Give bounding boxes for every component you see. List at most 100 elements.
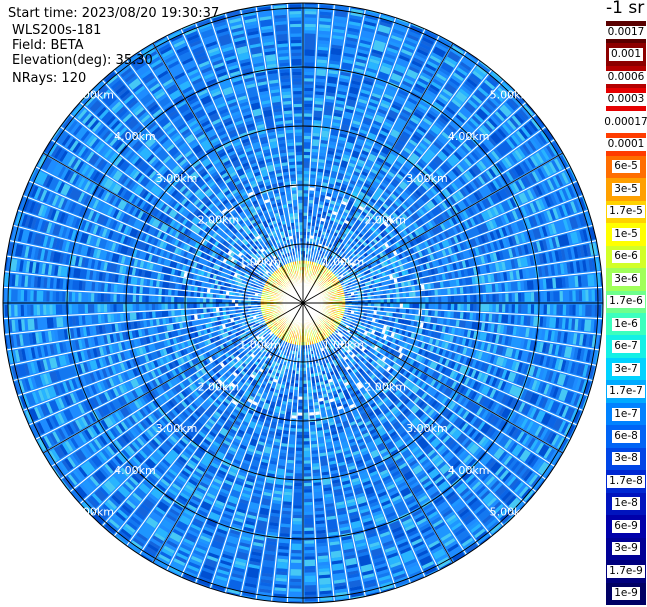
ray-cells	[315, 375, 362, 588]
ray-separator	[302, 90, 516, 304]
ray-cells	[209, 384, 276, 556]
ray-cells	[208, 278, 247, 291]
ray-cells	[321, 223, 343, 263]
ray-cells	[17, 305, 261, 332]
ray-cells	[149, 83, 270, 253]
ray-cells	[4, 257, 170, 289]
ray-cells	[248, 191, 254, 197]
nrays-label: NRays: 120	[12, 71, 87, 86]
ray-cells	[69, 306, 249, 327]
ray-separator	[302, 302, 480, 547]
ray-cells	[222, 343, 228, 348]
ray-cells	[357, 270, 521, 297]
ray-cells	[321, 387, 326, 392]
colorbar-tick-label: 0.001	[608, 48, 644, 62]
ray-cells	[340, 69, 466, 248]
ray-cells	[345, 273, 603, 301]
ray-separator	[51, 302, 304, 467]
ray-cells	[206, 293, 223, 299]
ray-cells	[260, 362, 280, 403]
ray-cells	[324, 349, 430, 561]
ray-cells	[314, 276, 324, 288]
ray-cells	[323, 363, 399, 559]
ray-cells	[178, 172, 212, 207]
ray-cells	[415, 183, 581, 259]
colorbar-swatch: 0.0017	[605, 21, 647, 44]
ray-cells	[248, 376, 254, 382]
ray-cells	[336, 314, 344, 318]
ray-cells	[194, 242, 200, 249]
ray-cells	[303, 374, 317, 599]
ray-separator	[302, 302, 505, 527]
ray-cells	[313, 268, 316, 273]
ray-cells	[35, 203, 255, 287]
ray-cells	[219, 344, 225, 350]
ray-cells	[305, 268, 330, 300]
ray-cells	[103, 71, 244, 234]
ray-cells	[307, 373, 329, 566]
ray-cells	[305, 53, 328, 258]
ray-cells	[259, 348, 298, 594]
ray-cells	[81, 92, 260, 262]
ray-separator	[302, 3, 320, 304]
ray-cells	[310, 3, 333, 178]
ray-separator	[302, 224, 593, 304]
ray-cells	[24, 305, 255, 331]
ray-cells	[289, 345, 303, 599]
ray-cells	[256, 381, 262, 387]
range-label: 4.00km	[448, 130, 490, 143]
ray-cells	[283, 325, 290, 335]
ray-separator	[302, 302, 602, 335]
ray-separator	[180, 302, 304, 578]
ray-cells	[40, 189, 221, 271]
ray-cells	[197, 345, 289, 588]
ray-cells	[222, 258, 228, 263]
ray-cells	[287, 398, 293, 403]
ray-cells	[368, 380, 493, 524]
ray-cells	[298, 399, 303, 403]
ray-cells	[273, 189, 289, 238]
range-label: 2.00km	[198, 380, 240, 393]
ray-cells	[303, 3, 317, 255]
ray-cells	[332, 46, 446, 247]
ray-separator	[302, 302, 597, 366]
ray-cells	[431, 172, 537, 235]
ray-cells	[340, 358, 449, 513]
ray-cells	[42, 348, 189, 415]
ray-cells	[336, 422, 379, 545]
ray-separator	[69, 302, 304, 493]
colorbar-tick-label: 3e-6	[612, 272, 640, 286]
ray-cells	[420, 134, 545, 224]
range-label: 3.00km	[156, 422, 198, 435]
ray-cells	[155, 341, 280, 539]
colorbar-tick-label: 1.7e-5	[607, 205, 645, 219]
ray-cells	[232, 353, 255, 377]
ray-separator	[13, 302, 304, 382]
ray-cells	[289, 14, 303, 229]
ray-cells	[71, 329, 272, 503]
ray-cells	[393, 303, 586, 317]
ray-cells	[315, 411, 320, 416]
ray-cells	[322, 308, 344, 316]
ray-cells	[276, 328, 284, 338]
ray-cells	[386, 312, 390, 317]
ray-cells	[54, 320, 259, 410]
ray-cells	[206, 288, 230, 295]
ray-cells	[289, 276, 293, 280]
ray-cells	[303, 20, 317, 248]
ray-cells	[230, 331, 265, 360]
ray-cells	[348, 291, 551, 303]
ray-cells	[372, 275, 377, 280]
ray-separator	[13, 224, 304, 304]
ray-cells	[323, 37, 418, 253]
ray-cells	[214, 96, 252, 174]
ray-cells	[282, 265, 285, 269]
ray-cells	[260, 305, 281, 310]
ray-cells	[231, 375, 288, 579]
ray-cells	[358, 205, 364, 211]
ray-cells	[278, 311, 297, 335]
ray-cells	[331, 387, 340, 401]
ray-cells	[212, 15, 286, 242]
ray-cells	[335, 364, 356, 398]
ray-cells	[85, 134, 240, 256]
